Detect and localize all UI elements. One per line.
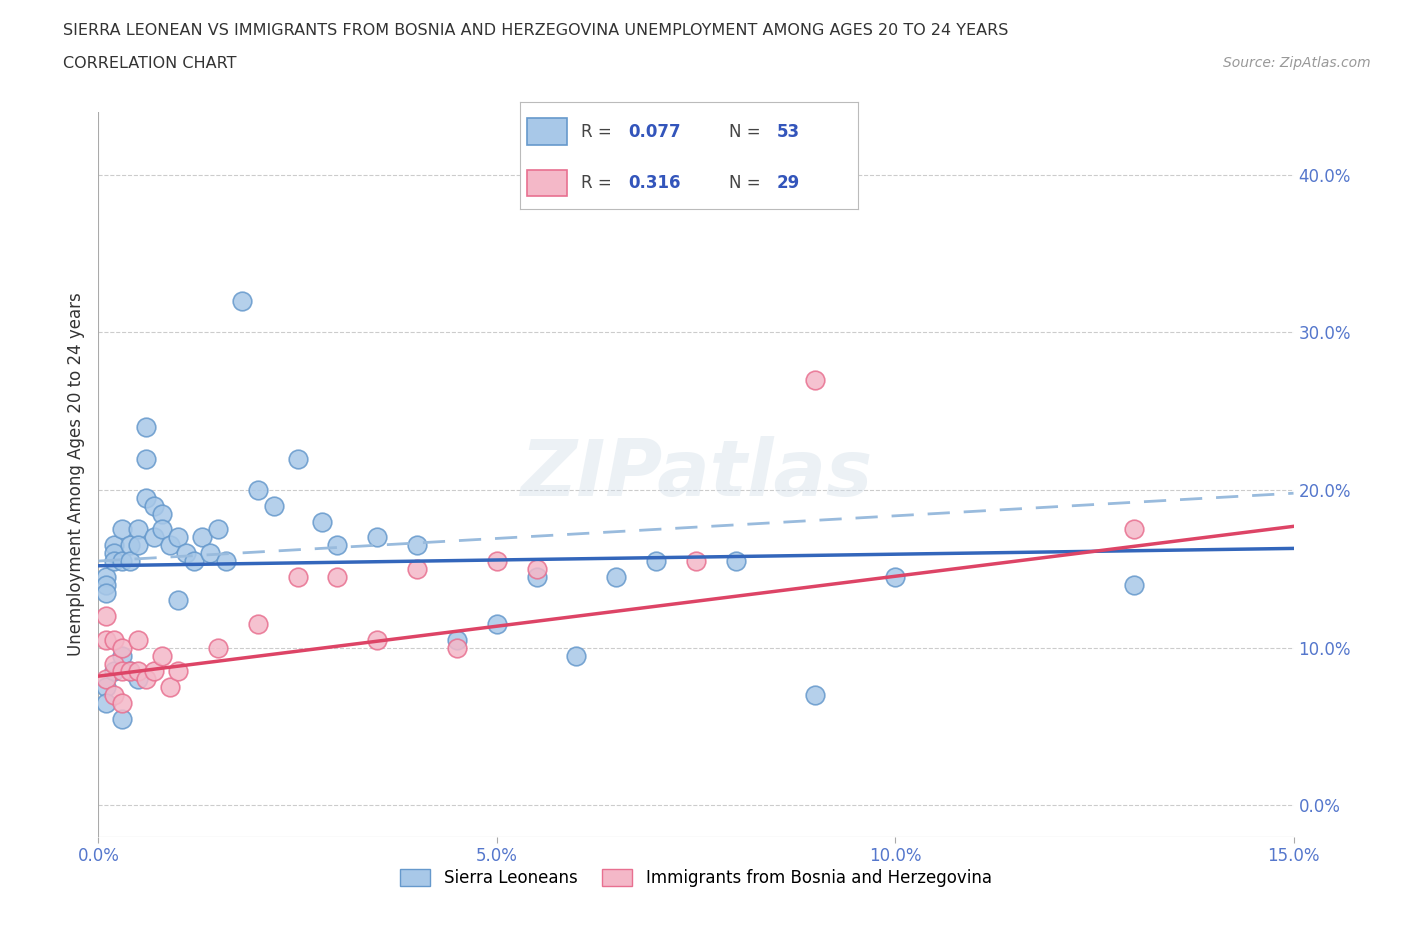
Point: [135, 490, 157, 505]
Point: [111, 696, 134, 711]
Point: [111, 522, 134, 537]
Point: [120, 553, 142, 568]
Point: [143, 498, 166, 513]
Point: [96, 578, 118, 592]
Point: [120, 538, 142, 552]
Bar: [527, 169, 568, 196]
Point: [183, 553, 205, 568]
Point: [804, 687, 827, 702]
Point: [406, 562, 429, 577]
Point: [804, 372, 827, 387]
Point: [159, 538, 181, 552]
Text: R =: R =: [581, 123, 612, 140]
Text: CORRELATION CHART: CORRELATION CHART: [63, 56, 236, 71]
Point: [135, 671, 157, 686]
Point: [111, 664, 134, 679]
Point: [103, 538, 125, 552]
Point: [167, 530, 190, 545]
Point: [103, 546, 125, 561]
Point: [884, 569, 907, 584]
Text: R =: R =: [581, 174, 612, 193]
Point: [215, 553, 238, 568]
Point: [111, 711, 134, 726]
Point: [326, 538, 349, 552]
Point: [111, 648, 134, 663]
Point: [446, 641, 468, 656]
Point: [96, 569, 118, 584]
Point: [1123, 578, 1146, 592]
Legend: Sierra Leoneans, Immigrants from Bosnia and Herzegovina: Sierra Leoneans, Immigrants from Bosnia …: [394, 862, 998, 894]
Point: [135, 451, 157, 466]
Point: [159, 680, 181, 695]
Point: [287, 451, 309, 466]
Point: [96, 680, 118, 695]
Y-axis label: Unemployment Among Ages 20 to 24 years: Unemployment Among Ages 20 to 24 years: [66, 292, 84, 657]
Point: [174, 546, 197, 561]
Point: [263, 498, 285, 513]
Point: [96, 609, 118, 624]
Point: [127, 538, 149, 552]
Point: [111, 641, 134, 656]
Point: [207, 641, 229, 656]
Point: [150, 506, 173, 521]
Point: [326, 569, 349, 584]
Point: [103, 632, 125, 647]
Point: [143, 530, 166, 545]
Point: [143, 664, 166, 679]
Text: SIERRA LEONEAN VS IMMIGRANTS FROM BOSNIA AND HERZEGOVINA UNEMPLOYMENT AMONG AGES: SIERRA LEONEAN VS IMMIGRANTS FROM BOSNIA…: [63, 23, 1008, 38]
Text: ZIPatlas: ZIPatlas: [520, 436, 872, 512]
Point: [207, 522, 229, 537]
Text: N =: N =: [730, 123, 761, 140]
Point: [446, 632, 468, 647]
Point: [311, 514, 333, 529]
Text: N =: N =: [730, 174, 761, 193]
Text: 53: 53: [776, 123, 800, 140]
Point: [685, 553, 707, 568]
Point: [645, 553, 668, 568]
Point: [366, 530, 388, 545]
Point: [605, 569, 627, 584]
Point: [167, 593, 190, 608]
Point: [198, 546, 221, 561]
Point: [366, 632, 388, 647]
Point: [485, 617, 508, 631]
Point: [526, 562, 548, 577]
Point: [485, 553, 508, 568]
Point: [120, 664, 142, 679]
Text: 0.077: 0.077: [628, 123, 681, 140]
Point: [96, 632, 118, 647]
Point: [231, 293, 253, 308]
Point: [150, 648, 173, 663]
Point: [246, 483, 269, 498]
Point: [167, 664, 190, 679]
Text: 0.316: 0.316: [628, 174, 681, 193]
Point: [127, 664, 149, 679]
Point: [96, 696, 118, 711]
Point: [103, 553, 125, 568]
Point: [1123, 522, 1146, 537]
Point: [191, 530, 214, 545]
Point: [406, 538, 429, 552]
Point: [724, 553, 747, 568]
Point: [103, 664, 125, 679]
Point: [150, 522, 173, 537]
Text: Source: ZipAtlas.com: Source: ZipAtlas.com: [1223, 56, 1371, 70]
Point: [526, 569, 548, 584]
Point: [127, 671, 149, 686]
Point: [246, 617, 269, 631]
Point: [103, 687, 125, 702]
Point: [103, 656, 125, 671]
Point: [111, 553, 134, 568]
Text: 29: 29: [776, 174, 800, 193]
Point: [96, 671, 118, 686]
Bar: [527, 118, 568, 145]
Point: [135, 419, 157, 434]
Point: [127, 632, 149, 647]
Point: [287, 569, 309, 584]
Point: [96, 585, 118, 600]
Point: [565, 648, 588, 663]
Point: [127, 522, 149, 537]
Point: [120, 664, 142, 679]
